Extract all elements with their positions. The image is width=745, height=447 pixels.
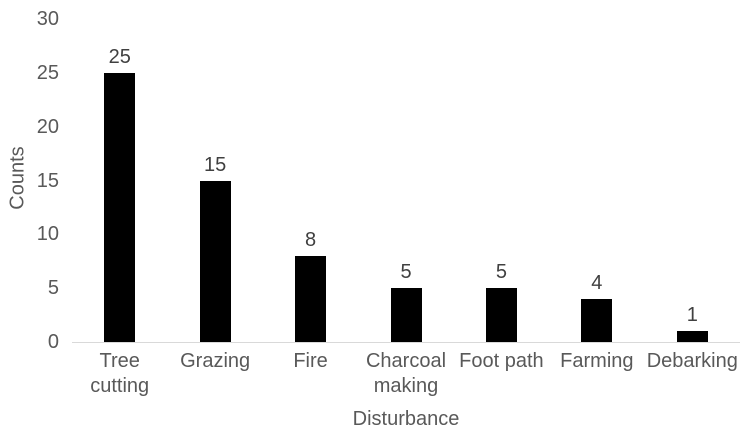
category-label: Farming — [560, 350, 634, 372]
y-axis-tick-labels: 0 5 10 15 20 25 30 — [0, 0, 59, 447]
y-tick-label: 30 — [36, 8, 59, 30]
bar — [485, 288, 517, 342]
y-tick-label: 10 — [36, 223, 59, 246]
bar-value-label: 4 — [591, 271, 603, 294]
bar-value-label: 1 — [686, 304, 698, 327]
plot-area: 25 15 8 5 5 4 1 — [72, 19, 740, 343]
bar-value-label: 5 — [400, 261, 412, 284]
y-tick-label: 15 — [36, 169, 59, 192]
category-label: Charcoal making — [365, 350, 447, 397]
bar-value-label: 25 — [108, 45, 131, 68]
category-label: Tree cutting — [90, 350, 150, 397]
bar — [199, 180, 231, 342]
x-axis-category-labels: Tree cutting Grazing Fire Charcoal making Fo… — [72, 349, 740, 404]
bar-value-label: 15 — [204, 153, 227, 176]
category-label: Foot path — [459, 350, 544, 372]
bar-value-label: 5 — [495, 261, 507, 284]
bar — [390, 288, 422, 342]
bar — [581, 298, 613, 342]
y-tick-label: 25 — [36, 61, 59, 84]
bar — [295, 255, 327, 342]
category-label: Grazing — [180, 350, 251, 372]
bar — [676, 331, 708, 342]
x-axis-title: Disturbance — [352, 408, 460, 430]
y-tick-label: 20 — [36, 115, 59, 138]
y-tick-label: 0 — [47, 331, 59, 353]
category-label: Debarking — [646, 350, 738, 372]
bar-value-label: 8 — [305, 228, 317, 251]
category-label: Fire — [293, 350, 328, 372]
y-tick-label: 5 — [47, 277, 59, 300]
bar — [104, 72, 136, 342]
